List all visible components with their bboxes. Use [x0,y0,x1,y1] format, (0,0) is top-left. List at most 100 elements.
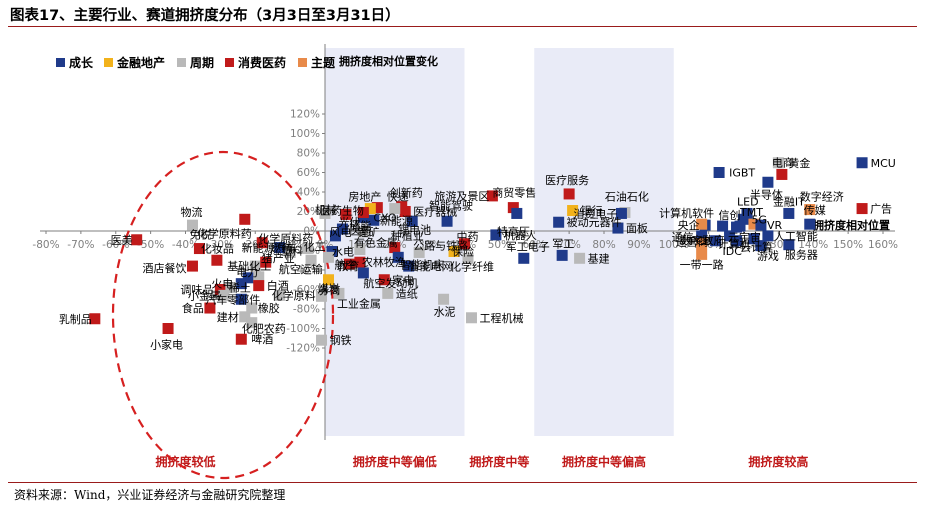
point-label: 房地产 [348,190,381,204]
point-marker [804,218,816,230]
point-label: 物流 [180,205,202,219]
point-marker [762,230,774,242]
point-label: 造纸 [396,286,418,300]
point-marker [368,214,380,226]
y-tick-label: -80% [293,304,320,316]
point-marker [256,237,268,249]
point-label: 食品 [182,301,204,315]
point-label: 农林牧渔 [362,255,406,269]
point-label: IGBT [729,167,755,180]
point-label: 数字政府 [681,233,725,247]
point-marker [724,230,736,242]
point-marker [396,201,408,213]
point-marker [518,252,530,264]
point-label: 小家电 [150,338,183,352]
point-marker [354,244,366,256]
point-label: 计算机软件 [659,206,714,220]
figure-title: 图表17、主要行业、赛道拥挤度分布（3月3日至3月31日） [10,8,400,24]
legend-marker [225,58,234,67]
point-label: 广告 [870,203,892,216]
point-label: 橡胶 [258,301,280,315]
point-marker [319,207,331,219]
point-marker [364,203,376,215]
point-marker [239,311,251,323]
point-label: 水电 [332,245,354,258]
point-marker [162,323,174,334]
point-label: 数字经济 [800,190,844,204]
point-marker [322,274,334,286]
x-tick-label: 70% [557,239,580,251]
point-label: 化学纤维 [450,259,494,273]
point-label: 燃气 [270,241,292,255]
point-label: IDC [723,245,743,258]
point-marker [783,207,795,219]
point-marker [340,208,352,220]
point-marker [731,221,743,233]
point-marker [738,213,749,225]
point-marker [378,274,390,286]
point-label: 基础化工 [227,259,271,273]
y-tick-label: 80% [297,148,320,160]
point-marker [731,235,743,247]
point-label: 水泥 [434,305,456,318]
point-label: 医药 [349,224,371,237]
x-tick-label: 50% [488,239,511,251]
zone-band-2 [325,48,465,436]
point-marker [89,313,101,325]
point-label: 种植业 [391,229,424,243]
point-marker [253,271,265,283]
point-label: 央企 [678,218,700,232]
point-label: 塑料 [281,243,303,257]
point-label: CXO [373,212,397,225]
point-label: 化工 [304,240,326,254]
point-label: 人工智能 [774,229,818,243]
point-label: 化肥农药 [242,322,286,336]
point-label: 银行 [581,204,603,218]
point-marker [357,206,369,218]
point-marker [438,293,450,305]
x-axis-title: 拥挤度相对位置 [813,218,890,232]
point-marker [382,287,394,299]
point-marker [131,234,143,246]
point-label: 公路与铁路 [413,239,468,252]
point-marker [284,246,296,258]
point-marker [246,302,258,314]
point-label: 锂电池 [398,222,431,236]
point-label: 光伏 [338,215,360,229]
point-label: 储能 [349,218,371,232]
point-label: 智能电网 [409,259,453,273]
point-label: 特高压 [497,224,530,238]
point-marker [717,220,729,232]
y-axis-title: 拥挤度相对位置变化 [339,54,438,68]
point-label: 医药生物 [320,203,364,217]
y-tick-label: -40% [293,265,320,277]
legend-marker [104,58,113,67]
point-marker [204,302,216,314]
point-label: 航空运输 [279,262,323,276]
legend-marker [56,58,65,67]
point-marker [246,317,258,329]
point-label: 风电 [329,226,351,239]
point-label: 元宇宙 [728,230,761,244]
title-rule [8,26,917,27]
point-marker [755,219,767,231]
point-marker [326,245,338,257]
point-label: 工程机械 [479,311,523,325]
x-tick-label: -80% [32,239,59,251]
point-label: 白酒 [267,279,289,293]
point-marker [465,312,477,324]
x-tick-label: -50% [137,239,164,251]
legend-label: 消费医药 [238,55,286,70]
point-label: 免税 [189,228,211,242]
point-marker [710,235,722,247]
point-marker [755,240,767,252]
point-marker [357,267,369,279]
point-marker [186,260,198,272]
point-marker [336,223,348,235]
point-label: 稀土 [229,282,251,295]
point-marker [441,215,453,227]
point-marker [239,213,251,225]
x-tick-label: 140% [798,239,828,251]
legend-label: 金融地产 [116,55,165,70]
